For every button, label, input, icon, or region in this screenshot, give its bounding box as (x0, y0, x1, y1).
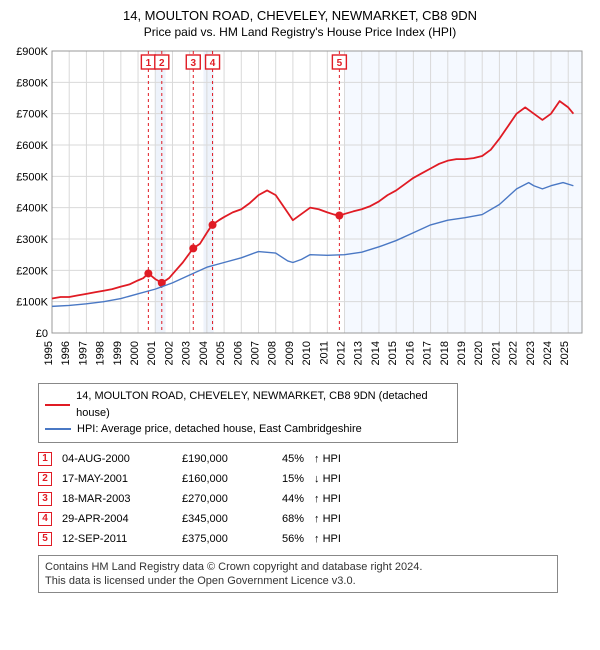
legend-label: HPI: Average price, detached house, East… (77, 421, 362, 438)
svg-text:2021: 2021 (490, 341, 502, 365)
svg-text:2016: 2016 (404, 341, 416, 365)
table-row: 429-APR-2004£345,00068%↑ HPI (38, 509, 351, 529)
svg-text:2008: 2008 (267, 341, 279, 365)
legend-item: HPI: Average price, detached house, East… (45, 421, 451, 438)
tx-marker: 2 (38, 472, 52, 486)
svg-text:£100K: £100K (16, 297, 48, 309)
svg-text:2025: 2025 (559, 341, 571, 365)
svg-text:2011: 2011 (318, 341, 330, 365)
chart-title: 14, MOULTON ROAD, CHEVELEY, NEWMARKET, C… (10, 8, 590, 23)
svg-text:2013: 2013 (353, 341, 365, 365)
svg-text:1997: 1997 (77, 341, 89, 365)
svg-text:4: 4 (210, 58, 216, 69)
svg-text:2023: 2023 (525, 341, 537, 365)
table-row: 512-SEP-2011£375,00056%↑ HPI (38, 529, 351, 549)
svg-text:2005: 2005 (215, 341, 227, 365)
svg-text:£400K: £400K (16, 203, 48, 215)
chart-subtitle: Price paid vs. HM Land Registry's House … (10, 25, 590, 39)
svg-text:1999: 1999 (112, 341, 124, 365)
svg-text:2007: 2007 (249, 341, 261, 365)
svg-text:2001: 2001 (146, 341, 158, 365)
footer-line: This data is licensed under the Open Gov… (45, 574, 551, 588)
svg-text:£200K: £200K (16, 265, 48, 277)
tx-marker: 1 (38, 452, 52, 466)
tx-marker: 5 (38, 532, 52, 546)
svg-text:2004: 2004 (198, 341, 210, 365)
legend-label: 14, MOULTON ROAD, CHEVELEY, NEWMARKET, C… (76, 388, 451, 421)
table-row: 104-AUG-2000£190,00045%↑ HPI (38, 449, 351, 469)
footer-licence: Contains HM Land Registry data © Crown c… (38, 555, 558, 594)
svg-text:5: 5 (337, 58, 343, 69)
svg-text:2002: 2002 (163, 341, 175, 365)
svg-text:£600K: £600K (16, 140, 48, 152)
transactions-table: 104-AUG-2000£190,00045%↑ HPI217-MAY-2001… (38, 449, 351, 549)
tx-marker: 3 (38, 492, 52, 506)
svg-text:£0: £0 (36, 328, 48, 340)
svg-text:2000: 2000 (129, 341, 141, 365)
svg-text:1995: 1995 (43, 341, 55, 365)
svg-text:1998: 1998 (95, 341, 107, 365)
svg-text:2022: 2022 (508, 341, 520, 365)
svg-text:2014: 2014 (370, 341, 382, 365)
svg-text:2012: 2012 (336, 341, 348, 365)
svg-text:2024: 2024 (542, 341, 554, 365)
legend-swatch (45, 404, 70, 406)
svg-text:1: 1 (146, 58, 152, 69)
svg-text:3: 3 (190, 58, 196, 69)
svg-text:2006: 2006 (232, 341, 244, 365)
table-row: 318-MAR-2003£270,00044%↑ HPI (38, 489, 351, 509)
legend-swatch (45, 428, 71, 430)
svg-text:£900K: £900K (16, 46, 48, 58)
legend-item: 14, MOULTON ROAD, CHEVELEY, NEWMARKET, C… (45, 388, 451, 421)
svg-text:1996: 1996 (60, 341, 72, 365)
svg-text:£300K: £300K (16, 234, 48, 246)
svg-text:£700K: £700K (16, 109, 48, 121)
table-row: 217-MAY-2001£160,00015%↓ HPI (38, 469, 351, 489)
svg-text:2019: 2019 (456, 341, 468, 365)
svg-text:2009: 2009 (284, 341, 296, 365)
svg-text:£500K: £500K (16, 171, 48, 183)
svg-text:2: 2 (159, 58, 165, 69)
svg-text:£800K: £800K (16, 77, 48, 89)
chart-area: £0 £100K £200K £300K £400K £500K £600K £700K £80… (10, 45, 590, 375)
svg-text:2018: 2018 (439, 341, 451, 365)
svg-text:2020: 2020 (473, 341, 485, 365)
svg-text:2003: 2003 (181, 341, 193, 365)
svg-text:2017: 2017 (422, 341, 434, 365)
svg-text:2010: 2010 (301, 341, 313, 365)
legend: 14, MOULTON ROAD, CHEVELEY, NEWMARKET, C… (38, 383, 458, 443)
footer-line: Contains HM Land Registry data © Crown c… (45, 560, 551, 574)
svg-text:2015: 2015 (387, 341, 399, 365)
tx-marker: 4 (38, 512, 52, 526)
